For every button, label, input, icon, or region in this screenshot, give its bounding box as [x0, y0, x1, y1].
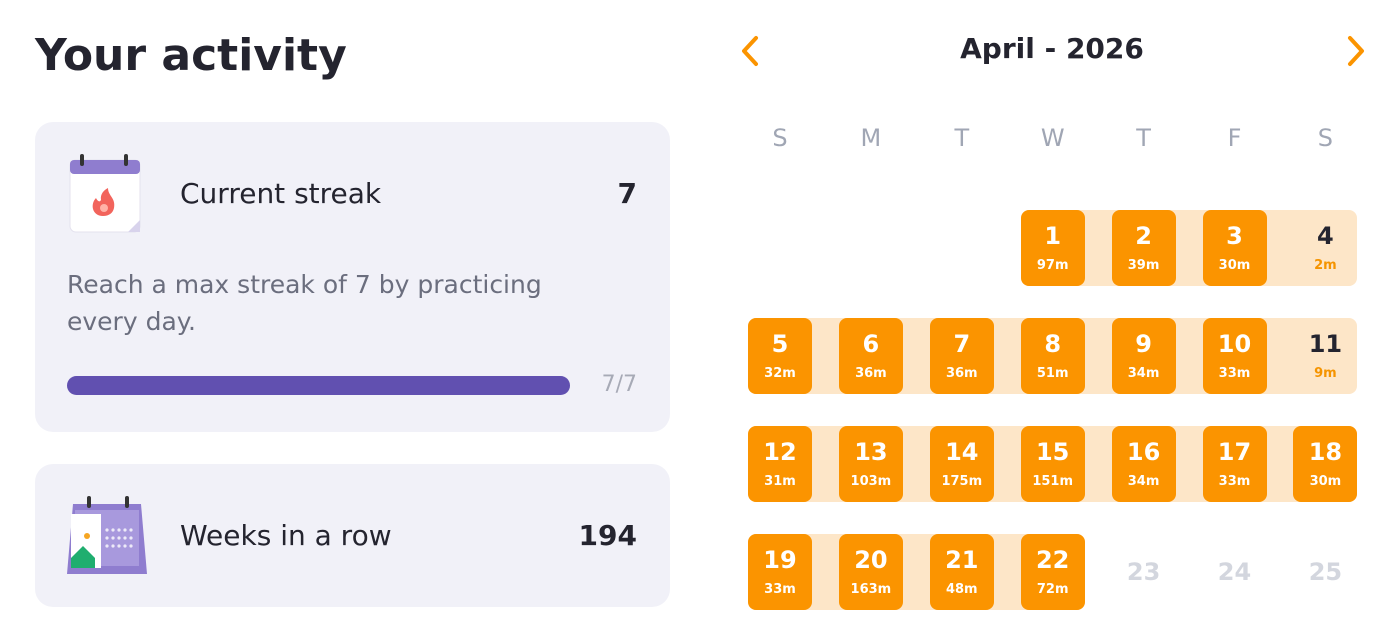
day-number: 9: [1135, 330, 1152, 358]
day-minutes: 103m: [850, 474, 892, 489]
day-minutes: 51m: [1036, 366, 1069, 381]
progress-label: 7/7: [601, 372, 637, 397]
day-cell[interactable]: 23: [1112, 534, 1176, 610]
day-cell[interactable]: 1 97m: [1020, 210, 1085, 286]
day-cell[interactable]: 10 33m: [1202, 318, 1267, 394]
day-number: 17: [1217, 438, 1252, 466]
card-value: 7: [617, 177, 637, 210]
day-number: 25: [1308, 558, 1343, 586]
day-cell[interactable]: 6 36m: [838, 318, 903, 394]
day-cell[interactable]: 22 72m: [1020, 534, 1085, 610]
day-minutes: 2m: [1314, 258, 1337, 273]
progress-track: [67, 376, 570, 395]
day-minutes: 33m: [764, 582, 796, 597]
day-minutes: 32m: [764, 366, 796, 381]
day-minutes: 72m: [1036, 582, 1069, 597]
weekday-label: W: [1040, 124, 1065, 152]
weekday-label: M: [860, 124, 882, 152]
day-cell[interactable]: 7 36m: [929, 318, 994, 394]
day-cell[interactable]: 19 33m: [748, 534, 812, 610]
day-number: 6: [862, 330, 880, 358]
prev-month-button[interactable]: [736, 34, 762, 68]
day-number: 20: [854, 546, 888, 574]
day-minutes: 48m: [945, 582, 978, 597]
day-number: 15: [1035, 438, 1070, 466]
day-minutes: 36m: [855, 366, 887, 381]
day-cell[interactable]: 21 48m: [929, 534, 994, 610]
page-title: Your activity: [35, 30, 347, 81]
day-minutes: 36m: [945, 366, 978, 381]
day-minutes: 33m: [1218, 474, 1251, 489]
day-minutes: 31m: [764, 474, 796, 489]
day-cell[interactable]: 14 175m: [929, 426, 994, 502]
day-minutes: 163m: [850, 582, 892, 597]
progress-fill: [67, 376, 570, 395]
day-cell[interactable]: 20 163m: [838, 534, 903, 610]
day-number: 14: [945, 438, 979, 466]
streak-icon: [69, 154, 141, 233]
card-title: Current streak: [180, 177, 382, 210]
day-cell[interactable]: 11 9m: [1293, 318, 1357, 394]
next-month-button[interactable]: [1344, 34, 1370, 68]
card-value: 194: [578, 519, 637, 552]
card-title: Weeks in a row: [180, 519, 392, 552]
weekday-label: T: [954, 124, 970, 152]
day-cell[interactable]: 5 32m: [748, 318, 812, 394]
day-number: 10: [1217, 330, 1252, 358]
weekday-label: S: [772, 124, 788, 152]
card-description: Reach a max streak of 7 by practicing ev…: [67, 270, 542, 336]
day-cell[interactable]: 4 2m: [1293, 210, 1357, 286]
day-minutes: 33m: [1218, 366, 1251, 381]
weekday-label: F: [1227, 124, 1242, 152]
weeks-icon: [67, 496, 147, 574]
streak-card: Current streak 7 Reach a max streak of 7…: [35, 122, 670, 432]
day-number: 16: [1126, 438, 1161, 466]
day-minutes: 34m: [1127, 474, 1160, 489]
day-number: 7: [953, 330, 971, 358]
day-minutes: 30m: [1218, 258, 1251, 273]
day-cell[interactable]: 17 33m: [1202, 426, 1267, 502]
day-cell[interactable]: 16 34m: [1111, 426, 1176, 502]
day-minutes: 30m: [1309, 474, 1342, 489]
day-cell[interactable]: 3 30m: [1202, 210, 1267, 286]
day-number: 4: [1317, 222, 1334, 250]
day-number: 12: [763, 438, 797, 466]
day-minutes: 151m: [1032, 474, 1074, 489]
day-cell[interactable]: 12 31m: [748, 426, 812, 502]
day-cell[interactable]: 13 103m: [838, 426, 903, 502]
day-cell[interactable]: 9 34m: [1111, 318, 1176, 394]
day-number: 22: [1035, 546, 1070, 574]
day-cell[interactable]: 15 151m: [1020, 426, 1085, 502]
day-number: 3: [1226, 222, 1243, 250]
day-minutes: 175m: [941, 474, 983, 489]
day-number: 24: [1217, 558, 1252, 586]
weeks-card: Weeks in a row 194: [35, 464, 670, 607]
day-cell[interactable]: 2 39m: [1111, 210, 1176, 286]
day-number: 23: [1126, 558, 1161, 586]
day-number: 8: [1044, 330, 1062, 358]
day-number: 21: [945, 546, 979, 574]
weekday-label: S: [1317, 124, 1333, 152]
day-minutes: 39m: [1127, 258, 1160, 273]
calendar-title: April - 2026: [960, 32, 1144, 65]
day-number: 11: [1308, 330, 1343, 358]
day-number: 13: [854, 438, 888, 466]
day-cell[interactable]: 8 51m: [1020, 318, 1085, 394]
day-minutes: 34m: [1127, 366, 1160, 381]
weekday-label: T: [1136, 124, 1151, 152]
day-minutes: 97m: [1036, 258, 1069, 273]
day-minutes: 9m: [1314, 366, 1337, 381]
day-number: 2: [1135, 222, 1152, 250]
day-number: 1: [1044, 222, 1062, 250]
day-number: 19: [763, 546, 797, 574]
day-number: 5: [771, 330, 789, 358]
day-cell[interactable]: 24: [1203, 534, 1267, 610]
day-cell[interactable]: 18 30m: [1293, 426, 1358, 502]
day-number: 18: [1308, 438, 1343, 466]
day-cell[interactable]: 25: [1293, 534, 1357, 610]
